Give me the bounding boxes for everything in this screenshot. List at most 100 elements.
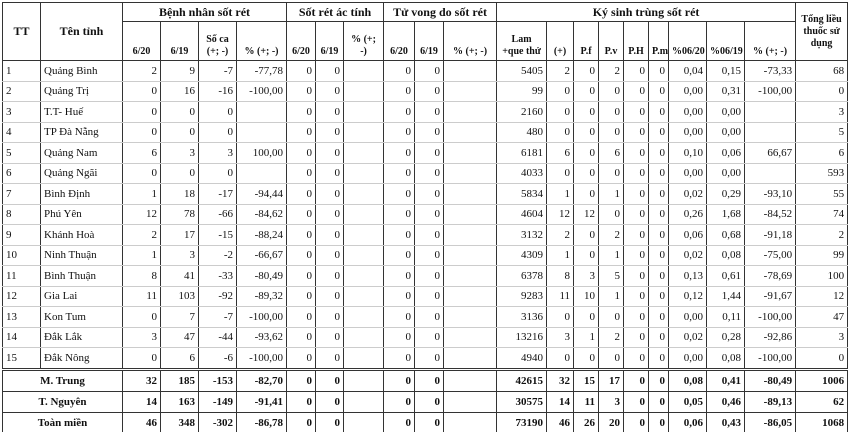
table-cell: 0	[315, 224, 345, 246]
table-cell	[443, 286, 498, 307]
table-cell: 0	[198, 101, 237, 123]
summary-cell: 3	[598, 391, 625, 413]
table-cell: 0	[286, 101, 317, 123]
table-cell: -84,52	[744, 204, 797, 225]
table-cell: 480	[496, 122, 548, 143]
table-cell: 3	[198, 142, 237, 164]
table-cell	[443, 204, 498, 225]
table-cell	[744, 163, 797, 184]
summary-cell: -82,70	[235, 367, 288, 392]
subcolumn-header: 6/19	[160, 21, 199, 61]
header-cell: Tổng liều thuốc sử dụng	[795, 2, 849, 61]
table-cell: 9283	[496, 286, 548, 307]
table-row: 15 Đắk Nông 0 6 -6 -100,00 0 0 0 0 4940 0 0 0 0 0 0,00 0,…	[2, 347, 849, 370]
table-cell: 0	[623, 183, 650, 205]
table-cell: 0	[414, 224, 445, 246]
table-cell: 0	[648, 224, 670, 246]
subcolumn-header: % (+; -)	[443, 21, 498, 61]
table-cell	[343, 101, 385, 123]
table-cell: 0	[648, 183, 670, 205]
table-cell: Gia Lai	[40, 286, 123, 307]
table-cell	[744, 101, 797, 123]
summary-cell: -302	[198, 412, 237, 432]
table-cell: 0,00	[668, 101, 708, 123]
table-cell: 0	[546, 306, 575, 328]
table-row: 9 Khánh Hoà 2 17 -15 -88,24 0 0 0 0 3132 2 0 2 0 0 0,06 0…	[2, 224, 849, 246]
table-cell: 9	[160, 60, 199, 82]
table-cell: 0,26	[668, 204, 708, 225]
table-cell: 0	[546, 347, 575, 370]
table-cell: 0,08	[706, 245, 746, 266]
table-cell: -100,00	[235, 306, 288, 328]
table-cell: 4033	[496, 163, 548, 184]
summary-cell: 0	[414, 391, 445, 413]
table-cell	[343, 163, 385, 184]
table-cell: Khánh Hoà	[40, 224, 123, 246]
summary-cell: 0	[623, 412, 650, 432]
table-cell: 4940	[496, 347, 548, 370]
group-header: Tử vong do sốt rét	[383, 2, 498, 22]
table-cell: Quảng Trị	[40, 81, 123, 102]
header-cell: TT	[2, 2, 41, 61]
table-cell: Đắk Nông	[40, 347, 123, 370]
table-row: 10 Ninh Thuận 1 3 -2 -66,67 0 0 0 0 4309 1 0 1 0 0 0,02 0…	[2, 245, 849, 266]
summary-cell: 0,41	[706, 367, 746, 392]
table-cell: 6	[546, 142, 575, 164]
table-cell: 1	[2, 60, 41, 82]
summary-cell: 0,06	[668, 412, 708, 432]
table-cell: 0	[315, 81, 345, 102]
table-cell: 2160	[496, 101, 548, 123]
table-cell: 0	[414, 101, 445, 123]
summary-cell: 32	[546, 367, 575, 392]
table-cell: -77,78	[235, 60, 288, 82]
table-cell	[343, 306, 385, 328]
table-cell: 0	[286, 245, 317, 266]
table-cell: -16	[198, 81, 237, 102]
table-row: 14 Đắk Lắk 3 47 -44 -93,62 0 0 0 0 13216 3 1 2 0 0 0,02 0…	[2, 327, 849, 348]
table-cell: Quảng Ngãi	[40, 163, 123, 184]
summary-cell: 0	[315, 367, 345, 392]
table-cell: 0,04	[668, 60, 708, 82]
table-cell: 0	[122, 347, 161, 370]
summary-cell	[343, 412, 385, 432]
table-cell: 0	[383, 224, 416, 246]
table-cell	[343, 265, 385, 287]
summary-cell: -153	[198, 367, 237, 392]
table-cell: 0	[648, 101, 670, 123]
summary-cell: -86,05	[744, 412, 797, 432]
summary-cell: M. Trung	[2, 367, 123, 392]
table-cell: 0	[383, 81, 416, 102]
table-cell: 0	[598, 306, 625, 328]
table-cell: 2	[598, 327, 625, 348]
table-cell: 0	[414, 60, 445, 82]
table-cell: 4309	[496, 245, 548, 266]
table-cell: 5405	[496, 60, 548, 82]
table-cell	[443, 224, 498, 246]
subcolumn-header: P.f	[573, 21, 600, 61]
table-cell: 0	[383, 327, 416, 348]
table-cell: -6	[198, 347, 237, 370]
table-cell: 0	[315, 327, 345, 348]
table-cell: 0	[315, 265, 345, 287]
summary-cell: 0	[414, 412, 445, 432]
table-cell: 68	[795, 60, 849, 82]
table-cell: 0,02	[668, 245, 708, 266]
table-cell: 0	[598, 204, 625, 225]
table-cell: 0	[286, 183, 317, 205]
table-cell	[443, 101, 498, 123]
table-cell: 0	[414, 286, 445, 307]
subcolumn-header: (+)	[546, 21, 575, 61]
table-cell: 0	[414, 327, 445, 348]
table-cell: 0,12	[668, 286, 708, 307]
table-body: 1 Quảng Bình 2 9 -7 -77,78 0 0 0 0 5405 2 0 2 0 0 0,04 0,…	[2, 60, 849, 432]
table-cell: -92	[198, 286, 237, 307]
table-cell: 3	[160, 142, 199, 164]
table-cell: 1,44	[706, 286, 746, 307]
table-cell: 0	[383, 204, 416, 225]
summary-cell: 0	[315, 391, 345, 413]
summary-cell: 0	[648, 391, 670, 413]
table-cell	[343, 224, 385, 246]
table-cell: 0	[286, 204, 317, 225]
table-cell: 0	[623, 327, 650, 348]
table-cell: 0	[573, 122, 600, 143]
